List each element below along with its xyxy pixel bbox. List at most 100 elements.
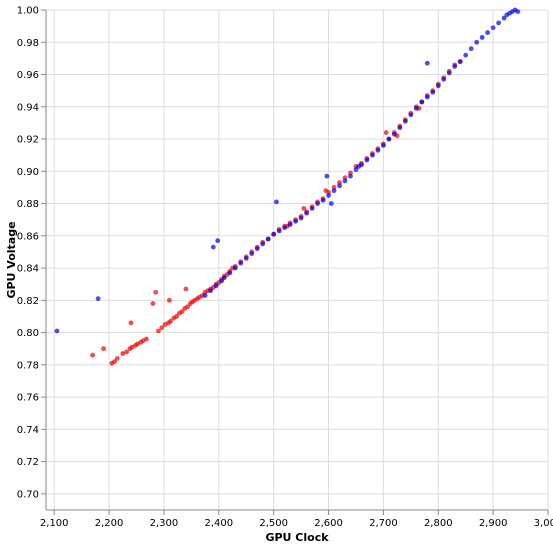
data-point <box>337 183 342 189</box>
x-tick-label: 2,800 <box>424 518 453 529</box>
x-tick-label: 2,200 <box>95 518 124 529</box>
data-point <box>419 99 425 105</box>
data-point <box>260 241 266 247</box>
data-point <box>156 328 161 334</box>
data-point <box>202 293 208 298</box>
data-point <box>463 52 469 58</box>
y-axis-ticks: 0.70 0.72 0.74 0.76 0.78 0.80 0.82 0.84 0.86 0.88… <box>17 6 46 500</box>
y-tick-label: 0.78 <box>17 360 39 371</box>
data-point <box>210 244 216 250</box>
x-axis-title: GPU Clock <box>265 531 329 544</box>
x-tick-label: 2,400 <box>204 518 233 529</box>
data-point <box>485 30 491 35</box>
x-tick-label: 2,500 <box>259 518 288 529</box>
data-point <box>359 162 364 168</box>
data-point <box>287 222 293 227</box>
data-point <box>501 15 507 21</box>
x-axis-ticks: 2,100 2,200 2,300 2,400 2,500 2,600 2,700 2,800… <box>40 510 553 529</box>
y-tick-label: 0.82 <box>17 296 39 307</box>
y-tick-label: 0.98 <box>17 38 39 49</box>
y-gridlines <box>46 9 548 495</box>
data-point <box>179 309 185 315</box>
data-point <box>342 178 348 184</box>
data-point <box>328 201 334 206</box>
data-point <box>504 12 510 18</box>
data-point <box>174 314 179 319</box>
data-point <box>408 112 414 118</box>
data-point <box>215 238 221 244</box>
data-point <box>479 35 485 40</box>
data-point <box>298 215 304 221</box>
data-point <box>375 147 381 153</box>
data-point <box>309 205 315 211</box>
data-point <box>101 346 107 352</box>
data-point <box>95 296 101 302</box>
data-point <box>468 46 474 52</box>
y-tick-label: 0.90 <box>17 167 39 178</box>
data-point <box>112 359 117 365</box>
data-point <box>364 157 370 163</box>
data-point <box>124 349 130 355</box>
data-point <box>120 351 126 356</box>
data-point <box>208 288 213 294</box>
data-point <box>185 304 190 310</box>
y-tick-label: 0.74 <box>17 425 39 436</box>
data-point <box>54 328 60 334</box>
scatter-points <box>54 7 521 366</box>
data-point <box>301 205 307 211</box>
y-tick-label: 0.84 <box>17 264 39 275</box>
data-point <box>383 130 389 135</box>
data-point <box>282 225 288 231</box>
data-point <box>249 251 255 256</box>
data-point <box>509 9 515 15</box>
data-point <box>515 9 521 15</box>
data-point <box>271 231 277 237</box>
data-point <box>227 270 233 276</box>
data-point <box>326 193 331 198</box>
data-point <box>430 89 436 95</box>
data-point <box>331 188 337 194</box>
x-tick-label: 3,000 <box>534 518 553 529</box>
y-tick-label: 0.86 <box>17 231 39 242</box>
x-tick-label: 2,700 <box>369 518 398 529</box>
data-point <box>435 83 441 89</box>
data-point <box>424 60 430 66</box>
y-tick-label: 0.70 <box>17 489 39 500</box>
y-tick-label: 0.88 <box>17 199 39 210</box>
x-gridlines <box>53 10 549 510</box>
data-point <box>183 286 189 292</box>
y-axis-title: GPU Voltage <box>5 221 18 298</box>
data-point <box>243 255 249 261</box>
data-point <box>386 136 392 142</box>
data-point <box>276 228 282 234</box>
data-point <box>320 197 326 203</box>
data-point <box>446 70 452 76</box>
data-point <box>315 201 320 206</box>
data-point <box>144 336 149 342</box>
y-tick-label: 0.92 <box>17 135 39 146</box>
data-point <box>213 283 219 289</box>
data-point <box>90 352 96 358</box>
y-tick-label: 0.94 <box>17 102 39 113</box>
data-point <box>397 125 403 131</box>
data-point <box>128 320 134 326</box>
x-tick-label: 2,900 <box>479 518 508 529</box>
data-point <box>452 64 458 69</box>
data-point <box>474 39 480 45</box>
y-tick-label: 0.80 <box>17 328 39 339</box>
x-tick-label: 2,100 <box>40 518 69 529</box>
data-point <box>221 275 227 281</box>
data-point <box>391 131 397 137</box>
y-tick-label: 0.72 <box>17 457 39 468</box>
data-point <box>168 318 173 324</box>
data-point <box>324 173 330 179</box>
data-point <box>293 218 299 224</box>
data-point <box>265 236 271 242</box>
data-point <box>457 59 463 65</box>
data-point <box>441 76 447 82</box>
y-tick-label: 0.76 <box>17 393 39 404</box>
y-tick-label: 1.00 <box>17 6 39 17</box>
data-point <box>348 173 353 179</box>
data-point <box>274 199 279 205</box>
data-point <box>238 260 244 266</box>
